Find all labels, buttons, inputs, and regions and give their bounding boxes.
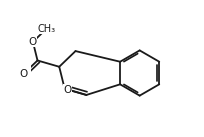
Text: CH₃: CH₃ — [38, 24, 56, 34]
Text: O: O — [20, 69, 28, 79]
Text: O: O — [64, 85, 72, 95]
Text: O: O — [29, 37, 37, 47]
